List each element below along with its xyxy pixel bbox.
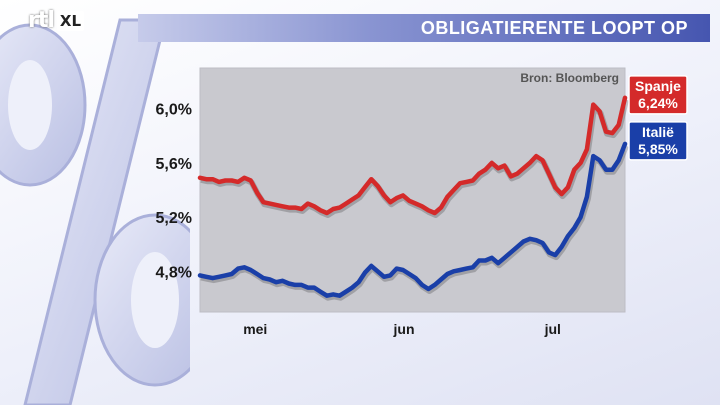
- source-label: Bron: Bloomberg: [520, 71, 619, 85]
- logo-sub: XL: [56, 10, 85, 31]
- page-title: OBLIGATIERENTE LOOPT OP: [420, 17, 688, 38]
- series-line-spanje: [197, 95, 628, 216]
- series-tag-name: Spanje: [635, 78, 681, 94]
- series-tag-value: 5,85%: [638, 141, 678, 157]
- rtl-xl-logo: rtl XL: [28, 8, 85, 33]
- series-tag-name: Italië: [642, 124, 674, 140]
- x-tick-label: jun: [393, 321, 415, 337]
- y-tick-label: 6,0%: [156, 102, 192, 119]
- x-tick-label: jul: [544, 321, 561, 337]
- series-tag-box: [628, 121, 688, 161]
- logo-brand: rtl: [28, 8, 55, 33]
- series-tag-box: [628, 75, 688, 115]
- percent-decoration-icon: [0, 18, 190, 405]
- y-tick-label: 5,6%: [156, 156, 192, 173]
- series-line-italie: [197, 141, 628, 298]
- y-tick-label: 5,2%: [156, 210, 192, 227]
- x-tick-label: mei: [243, 321, 267, 337]
- series-tag-value: 6,24%: [638, 95, 678, 111]
- y-tick-label: 4,8%: [156, 264, 192, 281]
- title-bar: OBLIGATIERENTE LOOPT OP: [138, 14, 710, 42]
- plot-area: [199, 67, 626, 313]
